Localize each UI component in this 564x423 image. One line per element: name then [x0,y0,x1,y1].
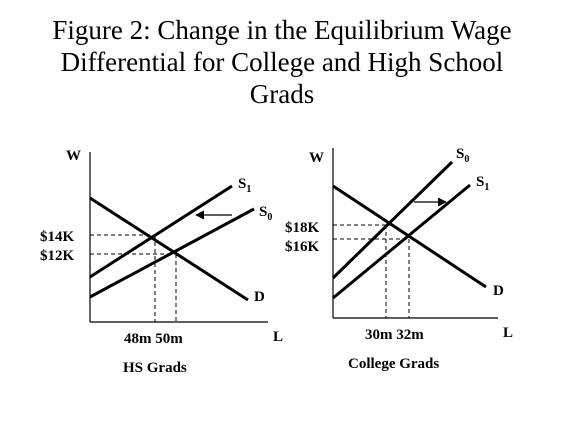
hs-supply-s0-label: S0 [259,204,272,223]
college-supply-s0-curve [331,160,454,280]
college-x-axis-label: L [503,325,513,341]
college-y-axis-label: W [309,150,324,166]
hs-grads-panel: W S1 S0 D $14K $12K L 48m 50m HS Grads [40,148,283,376]
hs-x-axis-label: L [273,329,283,345]
hs-quantity-labels: 48m 50m [124,331,183,347]
college-caption: College Grads [348,356,439,372]
college-grads-panel: W S0 S1 D $18K $16K L 30m 32m College Gr… [285,146,513,372]
hs-wage-high-label: $14K [40,229,75,245]
hs-supply-s0-curve [89,207,255,299]
college-demand-label: D [493,283,504,299]
college-supply-s1-label: S1 [476,174,489,193]
hs-supply-s1-label: S1 [238,176,251,195]
college-supply-s1-curve [332,183,471,300]
hs-supply-s1-curve [89,184,233,279]
college-wage-high-label: $18K [285,220,320,236]
hs-demand-label: D [254,289,265,305]
title-line-2: Differential for College and High School [60,47,504,77]
hs-y-axis-label: W [66,148,81,164]
college-wage-low-label: $16K [285,239,320,255]
college-supply-s0-label: S0 [456,146,469,165]
figure-title: Figure 2: Change in the Equilibrium Wage… [0,14,564,110]
hs-demand-curve [89,196,249,302]
college-quantity-labels: 30m 32m [365,327,424,343]
hs-wage-low-label: $12K [40,248,75,264]
title-line-3: Grads [249,79,315,109]
title-line-1: Figure 2: Change in the Equilibrium Wage [52,15,512,45]
hs-caption: HS Grads [123,360,187,376]
hs-guide-lines [90,234,177,322]
college-guide-lines [333,224,410,318]
